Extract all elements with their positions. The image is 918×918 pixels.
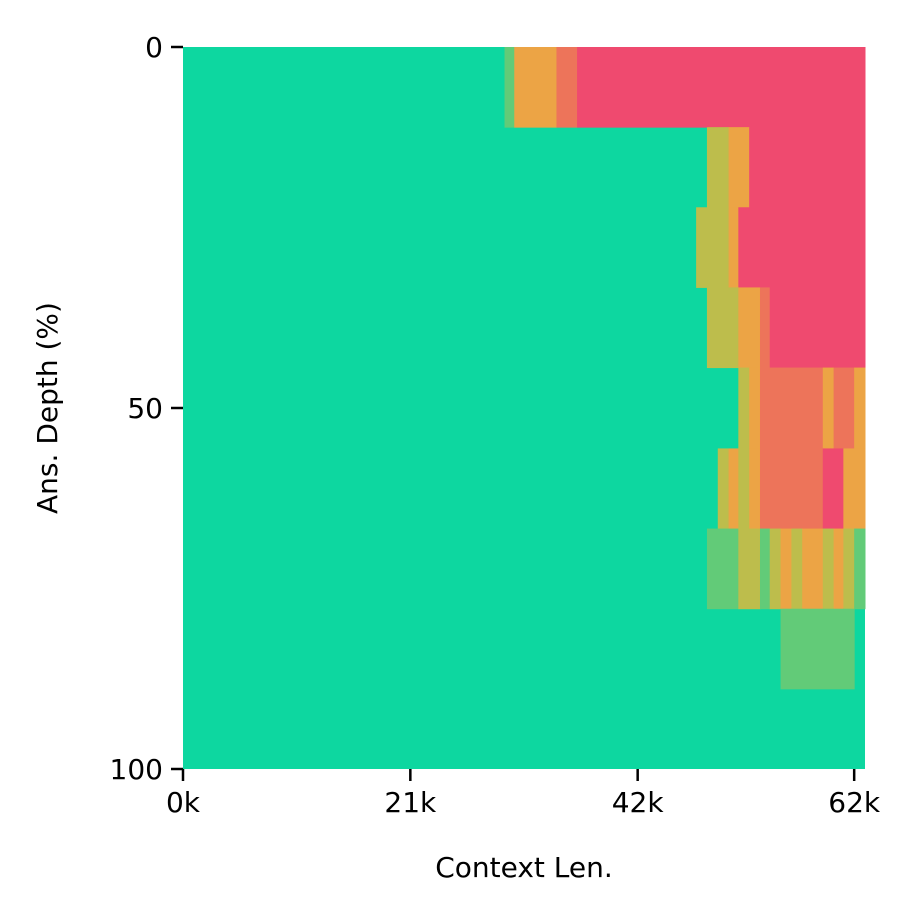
y-axis-label: Ans. Depth (%) <box>31 302 64 514</box>
x-tick-label: 62k <box>828 786 881 819</box>
heatmap-cell <box>822 528 835 610</box>
heatmap-cell <box>706 528 739 610</box>
heatmap-cell <box>854 528 866 610</box>
y-tick-label: 0 <box>145 31 163 64</box>
y-tick-label: 100 <box>110 753 163 786</box>
heatmap-cell <box>833 528 844 610</box>
heatmap-cell <box>843 528 855 610</box>
heatmap-cell <box>780 528 792 610</box>
x-tick-label: 0k <box>166 786 201 819</box>
heatmap-cell <box>577 47 866 128</box>
heatmap-cell <box>854 367 866 449</box>
heatmap-cell <box>769 287 866 369</box>
x-tick-label: 42k <box>612 786 665 819</box>
axes: 0k 21k 42k 62k 0 50 100 <box>110 31 881 819</box>
heatmap-cell <box>738 448 750 530</box>
heatmap-cell <box>706 127 730 208</box>
heatmap-cell <box>759 448 824 530</box>
heatmap-cell <box>769 528 782 610</box>
heatmap-cell <box>514 47 557 128</box>
heatmap-cell <box>822 367 835 449</box>
heatmap-cell <box>843 448 866 530</box>
y-tick-label: 50 <box>127 392 163 425</box>
heatmap-cell <box>749 127 866 208</box>
heatmap-cell <box>822 448 844 530</box>
heatmap-cell <box>802 528 824 610</box>
heatmap-cell <box>728 448 739 530</box>
heatmap-cell <box>833 367 855 449</box>
heatmap-cell <box>759 528 771 610</box>
heatmap-cell <box>749 448 761 530</box>
x-tick-label: 21k <box>384 786 437 819</box>
heatmap-cell <box>738 207 866 288</box>
heatmap-cell <box>728 127 750 208</box>
heatmap-cell <box>504 47 515 128</box>
heatmap-cell <box>696 207 730 288</box>
heatmap-cell <box>749 367 761 449</box>
heatmap-cell <box>706 287 739 369</box>
heatmap-cell <box>780 608 855 690</box>
x-axis-label: Context Len. <box>435 851 613 884</box>
heatmap-cell <box>556 47 578 128</box>
heatmap-cell <box>791 528 803 610</box>
heatmap-cell <box>717 448 730 530</box>
heatmap-cell <box>759 367 824 449</box>
heatmap-cell <box>738 287 761 369</box>
heatmap-cell <box>728 207 739 288</box>
heatmap-cell <box>738 528 761 610</box>
heatmap-cell <box>759 287 771 369</box>
heatmap-cells <box>504 47 866 690</box>
heatmap-cell <box>738 367 750 449</box>
